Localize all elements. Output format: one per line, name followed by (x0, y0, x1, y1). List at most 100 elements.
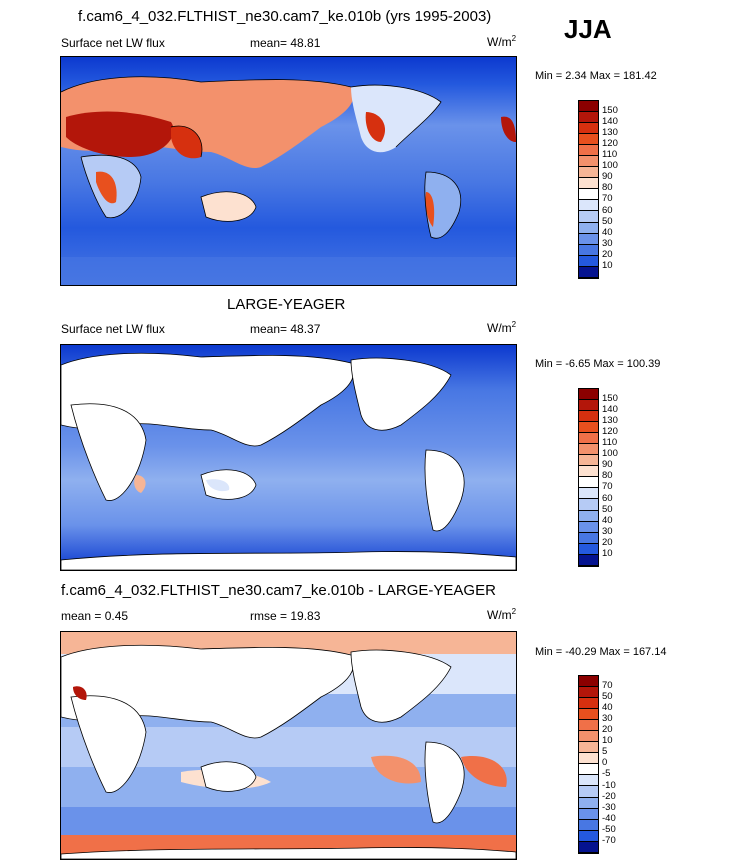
colorbar-swatch (579, 764, 598, 776)
panel-3-title: f.cam6_4_032.FLTHIST_ne30.cam7_ke.010b -… (61, 582, 496, 599)
colorbar-tick-label: 20 (602, 248, 613, 260)
north-america-land (350, 357, 452, 431)
colorbar-swatch (579, 687, 598, 699)
panel-1-colorbar-swatches (578, 100, 599, 279)
colorbar-swatch (579, 742, 598, 754)
colorbar-tick-label: 150 (602, 393, 618, 405)
panel-2-variable-label: Surface net LW flux (61, 322, 165, 336)
south-america-land (424, 172, 461, 239)
africa-land (70, 403, 147, 501)
colorbar-tick-label: -5 (602, 768, 611, 780)
panel-3-min-max: Min = -40.29 Max = 167.14 (535, 646, 667, 658)
panel-3-mean-label: mean = 0.45 (61, 609, 129, 623)
colorbar-swatch (579, 455, 598, 467)
colorbar-tick-label: 20 (602, 724, 613, 736)
colorbar-tick-label: 20 (602, 536, 613, 548)
colorbar-swatch (579, 819, 598, 831)
panel-3-colorbar-swatches (578, 675, 599, 854)
colorbar-swatch (579, 510, 598, 522)
colorbar-swatch (579, 422, 598, 434)
australia-land (200, 761, 257, 792)
colorbar-tick-label: 140 (602, 404, 618, 416)
colorbar-swatch (579, 830, 598, 842)
colorbar-swatch (579, 112, 598, 124)
panel-2-colorbar-swatches (578, 388, 599, 567)
colorbar-swatch (579, 720, 598, 732)
colorbar-tick-label: 90 (602, 171, 613, 183)
colorbar-tick-label: 110 (602, 149, 618, 161)
south-america-land (424, 741, 465, 824)
colorbar-tick-label: 80 (602, 470, 613, 482)
colorbar-tick-label: 30 (602, 237, 613, 249)
colorbar-tick-label: 10 (602, 547, 613, 559)
iberia-hot (501, 116, 516, 142)
colorbar-swatch (579, 775, 598, 787)
panel-3-rmse-label: rmse = 19.83 (250, 609, 321, 623)
colorbar-swatch (579, 145, 598, 157)
colorbar-swatch (579, 709, 598, 721)
colorbar-swatch (579, 156, 598, 168)
panel-1-units-label: W/m2 (487, 34, 517, 49)
colorbar-swatch (579, 499, 598, 511)
colorbar-tick-label: -40 (602, 812, 616, 824)
colorbar-tick-label: 40 (602, 514, 613, 526)
us-west-hot (365, 112, 386, 142)
colorbar-tick-label: -10 (602, 779, 616, 791)
colorbar-swatch (579, 255, 598, 267)
colorbar-swatch (579, 222, 598, 234)
panel-3-map (60, 631, 517, 860)
antarctica-land (61, 551, 516, 570)
colorbar-tick-label: 0 (602, 757, 608, 769)
panel-2-map (60, 344, 517, 571)
colorbar-tick-label: 5 (602, 746, 608, 758)
colorbar-tick-label: 110 (602, 437, 618, 449)
panel-2-mean-label: mean= 48.37 (250, 322, 321, 336)
panel-2-min-max: Min = -6.65 Max = 100.39 (535, 358, 661, 370)
colorbar-swatch (579, 400, 598, 412)
panel-1-min-max: Min = 2.34 Max = 181.42 (535, 70, 657, 82)
north-america-land (350, 649, 452, 723)
colorbar-tick-label: 50 (602, 503, 613, 515)
colorbar-tick-label: 90 (602, 459, 613, 471)
colorbar-tick-label: 120 (602, 426, 618, 438)
colorbar-tick-label: -50 (602, 823, 616, 835)
colorbar-swatch (579, 101, 598, 113)
colorbar-swatch (579, 411, 598, 423)
colorbar-swatch (579, 433, 598, 445)
colorbar-tick-label: 130 (602, 415, 618, 427)
colorbar-tick-label: 70 (602, 481, 613, 493)
colorbar-swatch (579, 554, 598, 566)
panel-2-units-label: W/m2 (487, 320, 517, 335)
colorbar-tick-label: 100 (602, 448, 618, 460)
colorbar-tick-label: 30 (602, 525, 613, 537)
panel-3-units-label: W/m2 (487, 607, 517, 622)
colorbar-tick-label: 70 (602, 680, 613, 692)
arabia-hot (171, 126, 202, 159)
colorbar-swatch (579, 841, 598, 853)
colorbar-tick-label: -70 (602, 834, 616, 846)
colorbar-swatch (579, 543, 598, 555)
south-america-land (424, 449, 465, 532)
colorbar-swatch (579, 488, 598, 500)
colorbar-swatch (579, 178, 598, 190)
colorbar-tick-label: 40 (602, 702, 613, 714)
colorbar-tick-label: 50 (602, 691, 613, 703)
colorbar-tick-label: 100 (602, 160, 618, 172)
colorbar-tick-label: 80 (602, 182, 613, 194)
colorbar-tick-label: 30 (602, 713, 613, 725)
colorbar-tick-label: -20 (602, 790, 616, 802)
panel-1-title: f.cam6_4_032.FLTHIST_ne30.cam7_ke.010b (… (78, 8, 492, 25)
colorbar-swatch (579, 189, 598, 201)
colorbar-swatch (579, 444, 598, 456)
colorbar-swatch (579, 477, 598, 489)
panel-1-variable-label: Surface net LW flux (61, 36, 165, 50)
colorbar-tick-label: 130 (602, 127, 618, 139)
colorbar-tick-label: 60 (602, 492, 613, 504)
colorbar-tick-label: 140 (602, 116, 618, 128)
colorbar-swatch (579, 808, 598, 820)
colorbar-swatch (579, 244, 598, 256)
colorbar-swatch (579, 211, 598, 223)
colorbar-tick-label: 10 (602, 259, 613, 271)
australia-land (201, 191, 256, 222)
colorbar-tick-label: 60 (602, 204, 613, 216)
